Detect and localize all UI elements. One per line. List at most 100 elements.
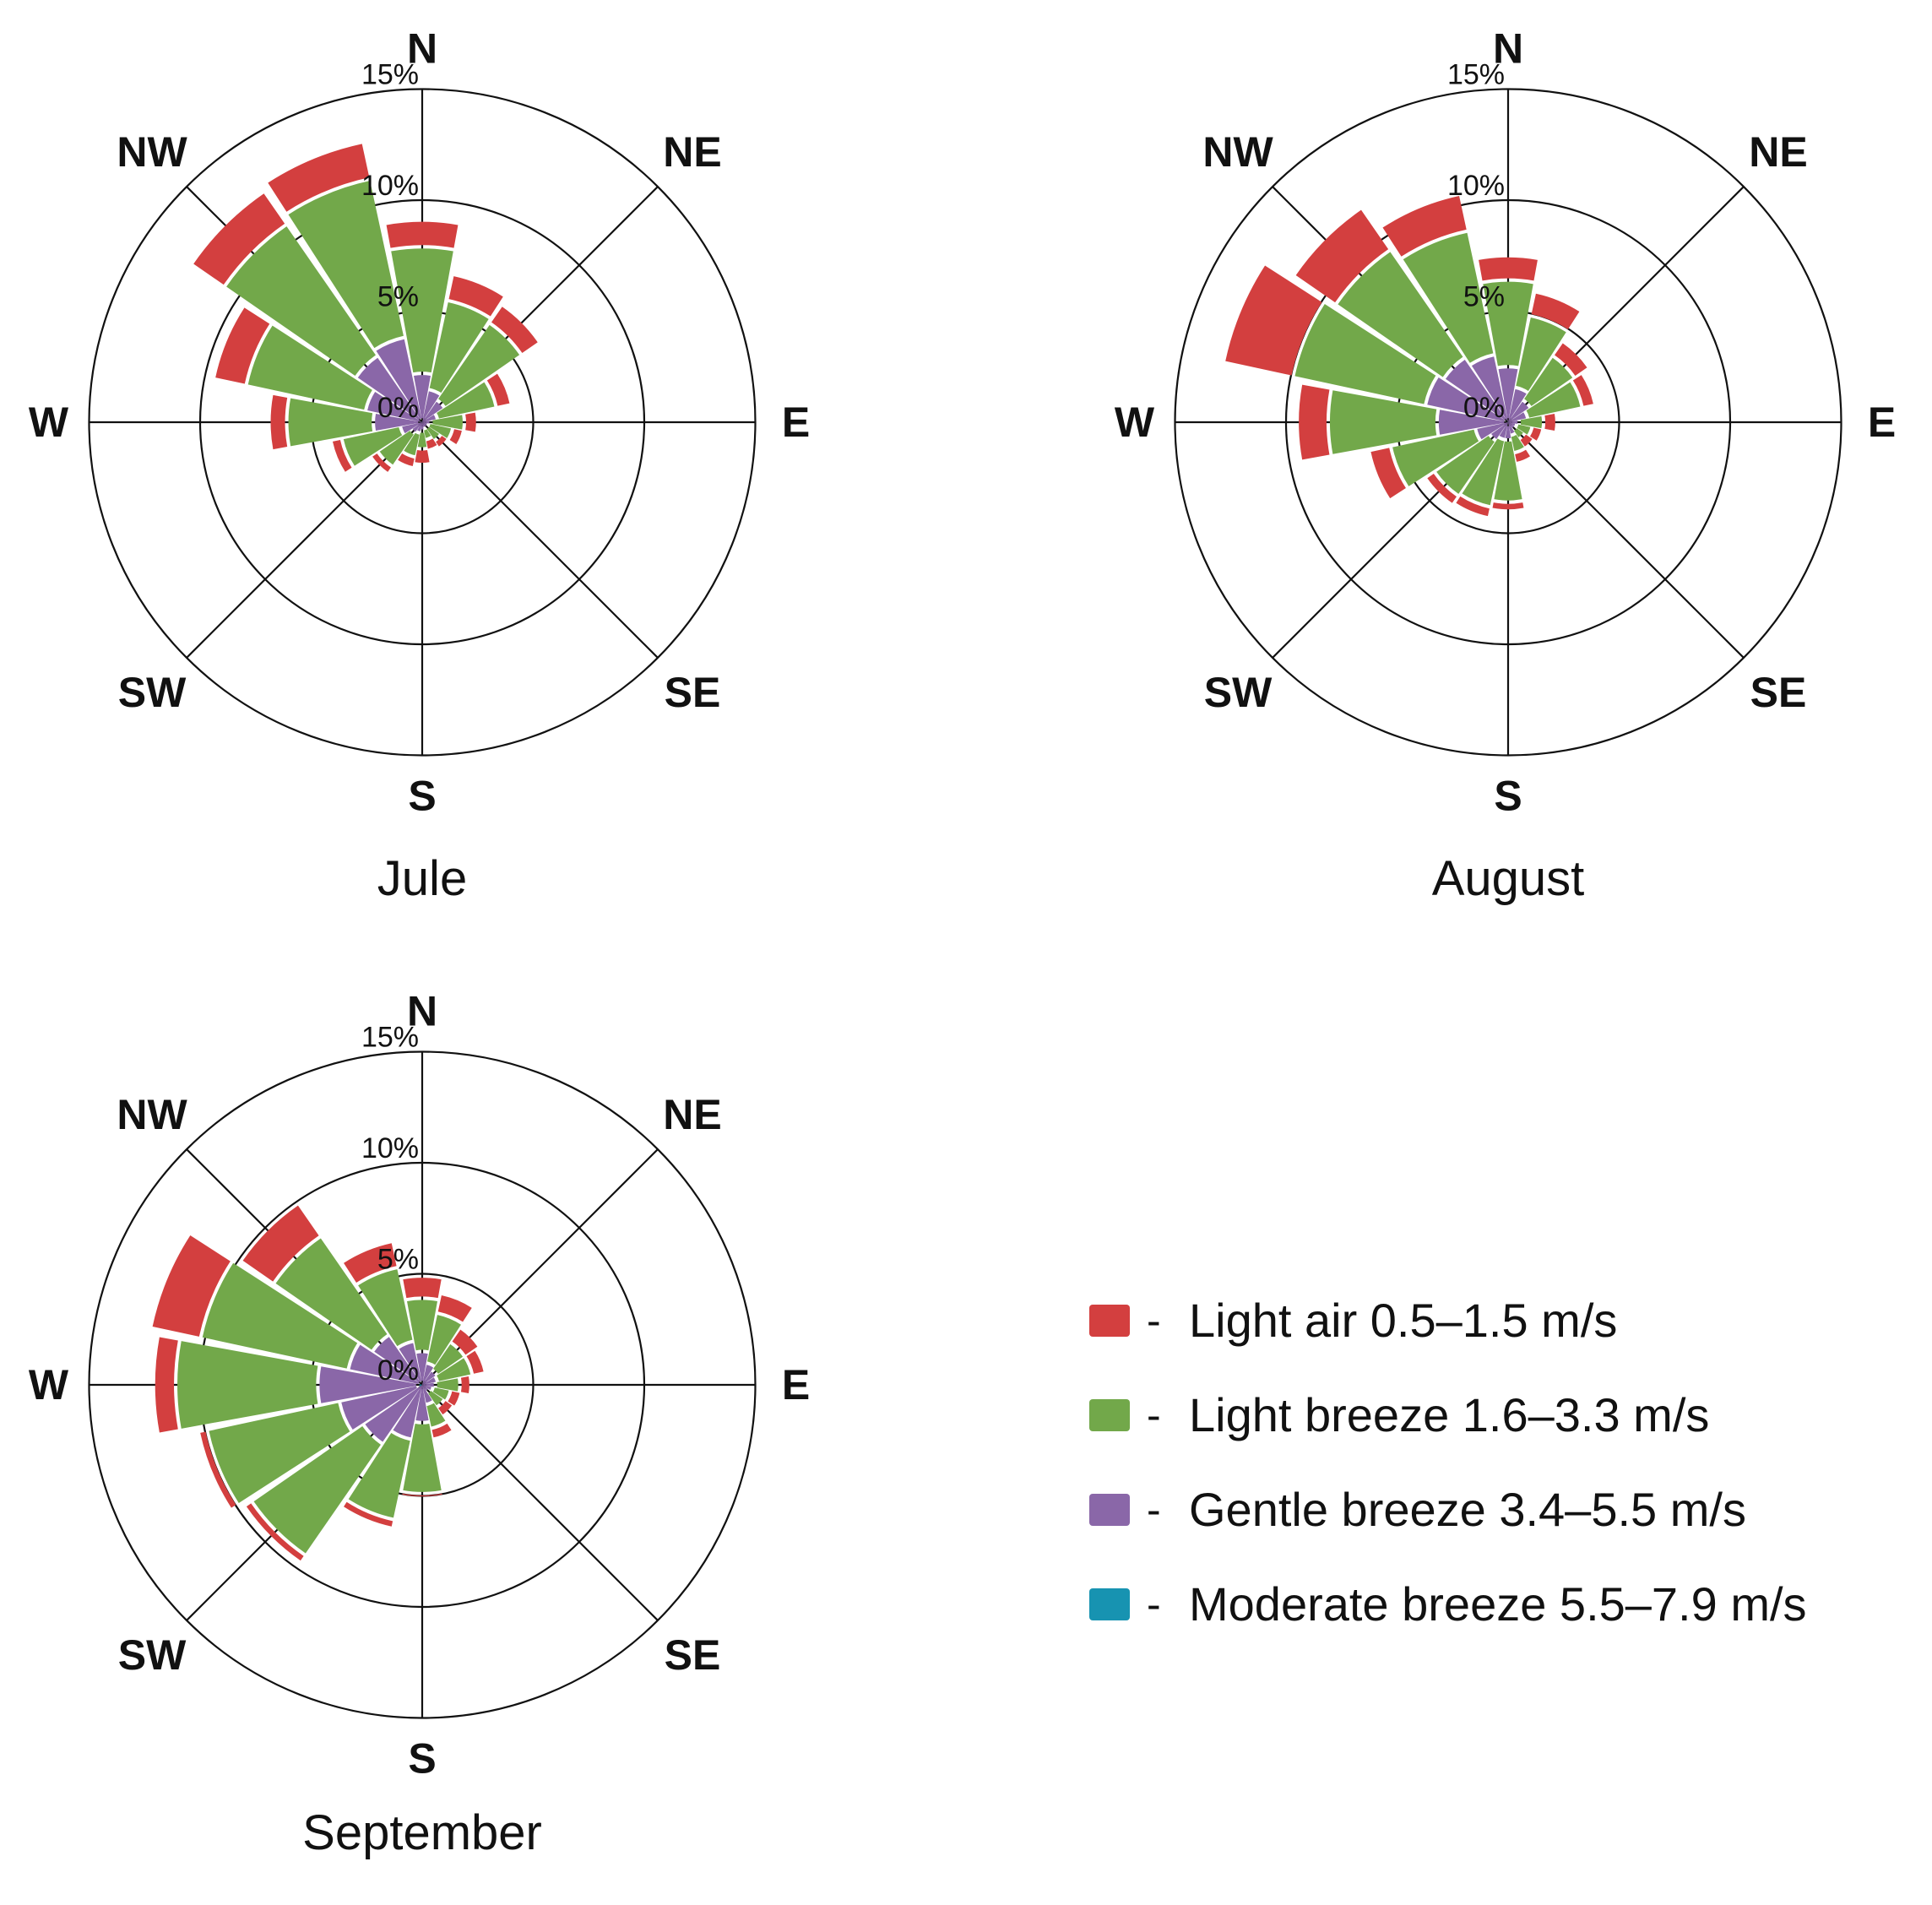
petal-ese-light-air [448, 1391, 460, 1406]
compass-label-se: SE [665, 1631, 721, 1679]
petal-wsw-light-breeze [209, 1403, 350, 1503]
petal-nw-light-breeze [275, 1238, 388, 1350]
petal-ene-gentle-breeze [422, 1377, 437, 1385]
petal-s-light-air [1492, 502, 1524, 510]
petal-nw-moderate-breeze [421, 1384, 422, 1385]
petal-sse-light-breeze [426, 1403, 446, 1427]
compass-label-s: S [408, 773, 436, 820]
compass-label-se: SE [665, 669, 721, 716]
legend-dash: - [1147, 1581, 1161, 1628]
petal-wnw-light-breeze [1294, 304, 1436, 404]
petal-nnw-light-breeze [1403, 232, 1494, 363]
legend-label-light-air: Light air 0.5–1.5 m/s [1189, 1294, 1618, 1347]
petal-e-gentle-breeze [422, 421, 430, 424]
petal-wsw-gentle-breeze [402, 422, 422, 434]
compass-label-e: E [1868, 399, 1896, 446]
compass-label-n: N [407, 988, 437, 1035]
compass-label-s: S [1494, 773, 1522, 820]
petal-ssw-light-air [344, 1501, 393, 1527]
petal-ne-light-breeze [1524, 357, 1573, 406]
petal-sw-light-breeze [379, 431, 414, 465]
petal-w-light-breeze [288, 398, 373, 447]
compass-label-ne: NE [663, 1091, 721, 1138]
petal-n-gentle-breeze [1498, 368, 1518, 419]
petal-se-gentle-breeze [422, 422, 426, 426]
petal-ne-gentle-breeze [422, 1371, 436, 1385]
petal-wnw-gentle-breeze [350, 1344, 420, 1385]
chart-title: August [1432, 851, 1585, 906]
petal-n-gentle-breeze [414, 375, 431, 419]
petal-sse-light-breeze [424, 429, 431, 438]
petal-ene-gentle-breeze [1508, 412, 1527, 422]
petal-w-light-breeze [177, 1341, 318, 1429]
petal-ne-gentle-breeze [1508, 401, 1529, 422]
compass-label-sw: SW [118, 1631, 187, 1679]
legend-dash: - [1147, 1486, 1161, 1533]
petal-wnw-light-breeze [202, 1262, 358, 1369]
petal-ene-light-air [1572, 375, 1593, 406]
petal-ssw-light-breeze [1462, 438, 1505, 506]
petal-wnw-light-air [215, 307, 270, 384]
petal-ene-light-breeze [437, 1358, 471, 1381]
ring-label-15: 15% [1447, 59, 1505, 91]
petal-nnw-gentle-breeze [1471, 356, 1508, 422]
petal-sw-light-air [372, 453, 391, 472]
grid-spoke [421, 421, 659, 659]
legend-swatch-gentle-breeze [1089, 1494, 1130, 1526]
petal-nne-gentle-breeze [1508, 388, 1527, 422]
petal-nnw-gentle-breeze [399, 1343, 422, 1382]
petal-ene-gentle-breeze [422, 415, 437, 422]
petal-e-light-breeze [437, 1378, 459, 1392]
petal-e-light-air [1544, 414, 1555, 431]
petal-sse-light-air [426, 438, 437, 449]
petal-sw-light-breeze [253, 1426, 381, 1554]
petal-se-light-air [436, 436, 447, 447]
petal-wsw-light-air [332, 439, 352, 472]
ring-label-10: 10% [361, 1132, 419, 1164]
petal-w-light-air [155, 1337, 178, 1433]
petal-w-gentle-breeze [319, 1366, 416, 1403]
ring-label-5: 5% [377, 1244, 419, 1276]
petal-wsw-light-air [200, 1431, 236, 1508]
compass-label-n: N [1493, 25, 1523, 73]
compass-label-e: E [782, 399, 810, 446]
petal-wsw-light-breeze [1392, 429, 1479, 486]
petal-sw-light-air [246, 1503, 304, 1561]
petal-nne-light-air [437, 1294, 472, 1322]
petal-wnw-light-air [1225, 265, 1322, 376]
legend-label-moderate-breeze: Moderate breeze 5.5–7.9 m/s [1189, 1577, 1807, 1631]
petal-s-gentle-breeze [421, 422, 424, 430]
petal-se-gentle-breeze [1508, 422, 1515, 429]
petal-sse-gentle-breeze [422, 422, 426, 427]
petal-nne-gentle-breeze [422, 1365, 434, 1385]
petal-se-light-breeze [1514, 428, 1523, 437]
compass-label-w: W [1115, 399, 1155, 446]
petal-se-light-air [438, 1401, 453, 1415]
petal-nnw-light-air [344, 1243, 397, 1283]
petal-n-light-breeze [407, 1300, 437, 1351]
petal-wsw-light-air [1370, 448, 1406, 499]
petal-ssw-gentle-breeze [1499, 422, 1508, 438]
petal-nw-gentle-breeze [357, 357, 421, 421]
petal-wnw-gentle-breeze [367, 392, 422, 422]
petal-nne-light-air [1531, 293, 1580, 329]
compass-label-n: N [407, 25, 437, 73]
petal-e-light-air [465, 412, 476, 432]
petal-sse-gentle-breeze [422, 1385, 432, 1403]
petal-wnw-gentle-breeze [1427, 377, 1506, 422]
petal-nnw-gentle-breeze [376, 339, 422, 420]
legend-dash: - [1147, 1297, 1161, 1344]
grid-spoke [421, 1384, 659, 1621]
petal-sse-light-breeze [1511, 434, 1524, 452]
petal-s-light-air [415, 450, 430, 463]
petal-sw-light-air [1427, 474, 1457, 503]
legend-swatch-light-breeze [1089, 1399, 1130, 1431]
petal-ese-gentle-breeze [422, 1385, 431, 1391]
petal-ssw-light-breeze [404, 432, 420, 456]
petal-sw-gentle-breeze [412, 422, 422, 432]
petal-s-light-breeze [417, 432, 427, 448]
wind-rose-september: 0% 5% 10% 15%N NE E SE S SW W NW September [29, 988, 810, 1861]
petal-n-light-air [386, 221, 459, 248]
petal-ssw-gentle-breeze [416, 422, 422, 431]
petal-e-light-breeze [1520, 415, 1543, 429]
